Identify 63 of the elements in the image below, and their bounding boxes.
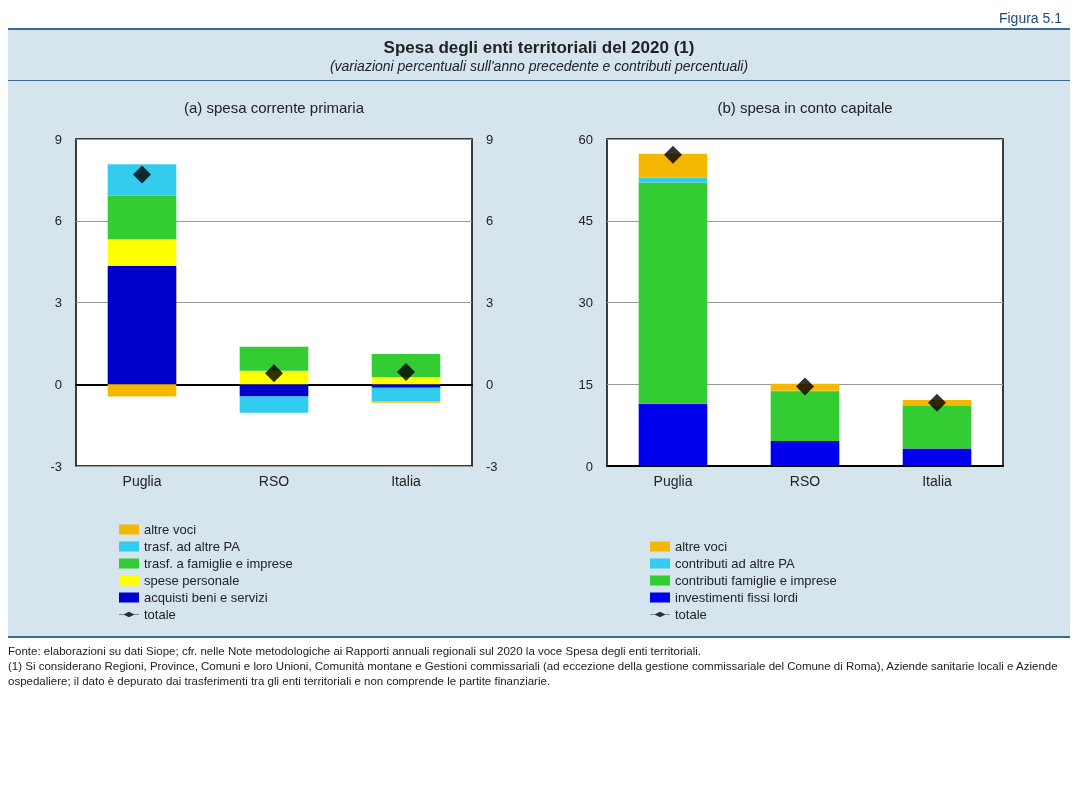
- y-tick-label: 0: [54, 376, 62, 392]
- source-note: Fonte: elaborazioni su dati Siope; cfr. nelle Note metodologiche ai Rapporti annuali regionali sul 2020 la voce Spesa degli enti territoriali.: [8, 644, 702, 659]
- y-tick-label: 60: [578, 131, 593, 147]
- point: [927, 393, 946, 412]
- bar: [371, 384, 440, 388]
- legend-label: contributi ad altre PA: [674, 556, 795, 571]
- point: [264, 364, 283, 383]
- y2-tick-label: 9: [485, 131, 493, 147]
- y2-tick-label: 0: [485, 376, 493, 392]
- bar: [107, 239, 176, 266]
- bar: [107, 195, 176, 240]
- point: [663, 145, 682, 164]
- bar: [239, 396, 308, 413]
- bar: [638, 153, 707, 178]
- y-tick-label: 0: [585, 458, 593, 474]
- legend-label: altre voci: [143, 522, 196, 537]
- bar: [371, 376, 440, 385]
- bar: [902, 448, 971, 466]
- legend-label: spese personale: [143, 573, 239, 588]
- bar: [107, 265, 176, 385]
- text: Figura 5.1: [997, 9, 1063, 28]
- bar: [770, 440, 839, 466]
- bar: [371, 387, 440, 402]
- point: [795, 377, 814, 396]
- x-tick-label: RSO: [789, 473, 820, 489]
- bar: [239, 346, 308, 371]
- chart-title: (a) spesa corrente primaria: [183, 99, 365, 116]
- legend-label: altre voci: [674, 539, 727, 554]
- legend-label: trasf. ad altre PA: [143, 539, 240, 554]
- legend-label: acquisti beni e servizi: [143, 590, 268, 605]
- y2-tick-label: -3: [485, 458, 498, 474]
- y-tick-label: 45: [578, 213, 593, 229]
- text: Spesa degli enti territoriali del 2020 (1): [382, 38, 696, 58]
- text: (variazioni percentuali sull'anno precedente e contributi percentuali): [328, 58, 750, 74]
- x-tick-label: Puglia: [122, 473, 162, 489]
- x-tick-label: RSO: [258, 473, 289, 489]
- text: (1) Si considerano Regioni, Province, Comuni e loro Unioni, Comunità montane e Gestioni commissariali (ad eccezione della gestione commissariale del Comune di Roma), Aziende sanitarie locali e Aziende ospedaliere; il dato è depurato dai trasferimenti tra gli enti territoriali e non comprende le partite finanziarie.: [8, 659, 1059, 689]
- legend-label: totale: [674, 607, 707, 622]
- y-tick-label: 30: [578, 295, 593, 310]
- legend-label: investimenti fissi lordi: [674, 590, 798, 605]
- legend-label: contributi famiglie e imprese: [674, 573, 837, 588]
- bar: [107, 164, 176, 196]
- x-tick-label: Puglia: [653, 473, 693, 489]
- y-tick-label: 3: [54, 295, 62, 310]
- y-tick-label: 15: [578, 376, 593, 392]
- chart-title: (b) spesa in conto capitale: [716, 99, 893, 116]
- bar: [638, 177, 707, 183]
- bar: [371, 354, 440, 377]
- y-tick-label: 6: [54, 213, 62, 229]
- x-tick-label: Italia: [390, 473, 421, 489]
- bar: [770, 391, 839, 441]
- bar: [107, 384, 176, 397]
- y-tick-label: -3: [49, 458, 62, 474]
- y2-tick-label: 6: [485, 213, 493, 229]
- legend-label: totale: [143, 607, 176, 622]
- bar: [638, 182, 707, 404]
- x-tick-label: Italia: [921, 473, 952, 489]
- legend-label: trasf. a famiglie e imprese: [143, 556, 293, 571]
- y2-tick-label: 3: [485, 295, 493, 310]
- bar: [902, 405, 971, 449]
- bar: [638, 403, 707, 466]
- y-tick-label: 9: [54, 131, 62, 147]
- bar: [239, 384, 308, 397]
